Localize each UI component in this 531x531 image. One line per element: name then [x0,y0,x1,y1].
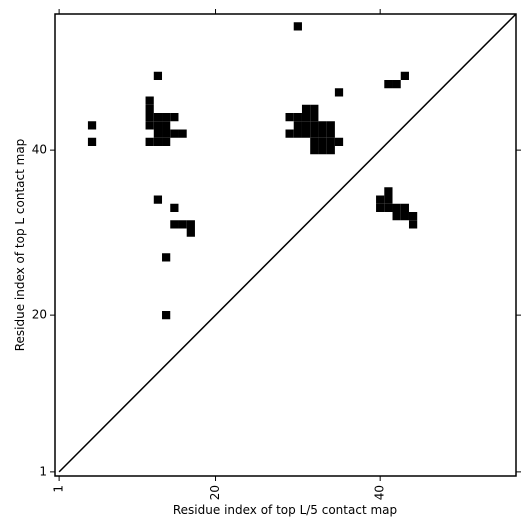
contact-cell [310,146,319,155]
contact-cell [334,88,344,97]
contact-cell [408,212,418,221]
contact-cell [326,121,335,130]
contact-cell [153,121,163,130]
contact-cell [87,121,97,130]
contact-cell [318,121,327,130]
contact-cell [178,220,187,229]
contact-cell [170,220,179,229]
contact-cell [376,195,385,204]
contact-cell [326,129,335,138]
contact-cell [87,137,97,146]
contact-cell [145,121,154,130]
contact-cell [310,121,319,130]
contact-cell [334,137,344,146]
contact-cell [326,137,335,146]
contact-cell [400,203,409,212]
y-tick-label: 1 [39,464,47,478]
contact-cell [293,121,302,130]
contact-cell [162,113,171,122]
contact-cell [145,104,154,113]
contact-cell [384,203,393,212]
contact-cell [145,113,154,122]
contact-cell [162,129,171,138]
x-tick-label: 40 [373,485,387,500]
contact-cell [301,104,311,113]
contact-cell [285,113,294,122]
contact-cell [384,195,393,204]
contact-cell [186,228,195,237]
x-axis-label: Residue index of top L/5 contact map [173,503,397,517]
contact-cell [310,129,319,138]
contact-cell [153,195,163,204]
y-tick-label: 40 [32,143,47,157]
contact-cell [392,203,401,212]
contact-cell [153,71,163,80]
contact-cell [318,137,327,146]
contact-cell [384,187,393,196]
contact-cell [310,104,319,113]
contact-cell [400,212,409,221]
contact-cell [170,129,179,138]
contact-cell [310,113,319,122]
contact-cell [326,146,335,155]
contact-cell [153,137,163,146]
contact-cell [162,253,171,262]
contact-cell [293,113,302,122]
contact-cell [301,113,311,122]
contact-cell [301,129,311,138]
contact-cell [153,129,163,138]
contact-cell [408,220,418,229]
contact-cell [293,129,302,138]
contact-cell [162,311,171,320]
contact-cell [318,146,327,155]
contact-cell [170,203,179,212]
contact-cell [400,71,409,80]
contact-cell [301,121,311,130]
y-tick-label: 20 [32,308,47,322]
plot-frame [54,13,517,477]
contact-cell [310,137,319,146]
y-axis-label: Residue index of top L contact map [13,139,27,352]
contact-cell [153,113,163,122]
contact-cell [145,96,154,105]
x-tick-label: 20 [208,485,222,500]
contact-cell [392,80,401,89]
x-tick-label: 1 [52,485,66,493]
contact-cell [178,129,187,138]
contact-cell [318,129,327,138]
contact-cell [384,80,393,89]
contact-cell [376,203,385,212]
contact-cell [186,220,195,229]
contact-cell [162,121,171,130]
contact-cell [162,137,171,146]
diagonal [58,13,517,473]
contact-cell [170,113,179,122]
contact-cell [293,22,302,31]
contact-cell [285,129,294,138]
contact-cell [392,212,401,221]
contact-cell [145,137,154,146]
